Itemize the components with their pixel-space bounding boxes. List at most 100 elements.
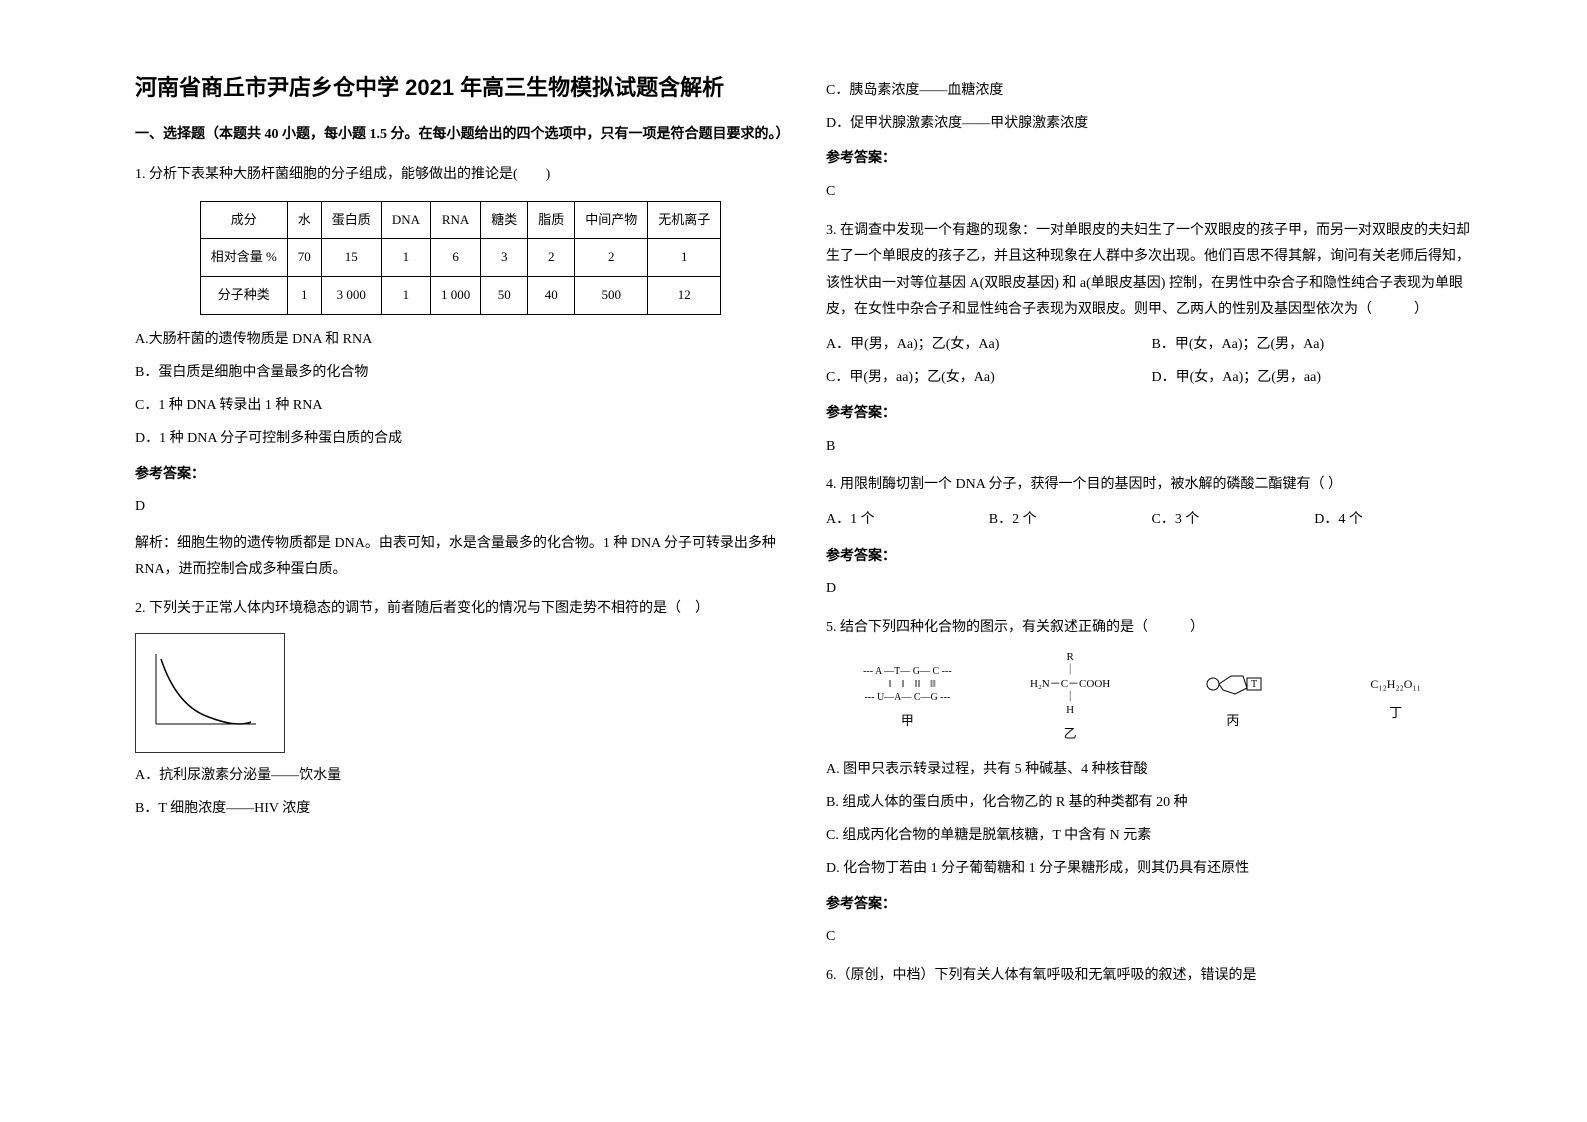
diagram-label-jia: 甲 [826, 709, 989, 734]
diagram-label-ding: 丁 [1314, 701, 1477, 726]
table-cell: 2 [575, 239, 648, 277]
diagram-bing: T 丙 [1152, 664, 1315, 734]
q1-option-a: A.大肠杆菌的遗传物质是 DNA 和 RNA [135, 327, 786, 352]
q3-option-c: C．甲(男，aa)；乙(女，Aa) [826, 365, 1152, 392]
table-cell: 15 [321, 239, 381, 277]
q2-answer: C [826, 179, 1477, 206]
q4-options-row: A．1 个 B．2 个 C．3 个 D．4 个 [826, 507, 1477, 534]
q1-option-c: C．1 种 DNA 转录出 1 种 RNA [135, 393, 786, 418]
q3-answer: B [826, 434, 1477, 461]
table-cell: 2 [528, 239, 575, 277]
table-cell: 1 [648, 239, 721, 277]
q3-options-row1: A．甲(男，Aa)；乙(女，Aa) B．甲(女，Aa)；乙(男，Aa) [826, 332, 1477, 359]
table-row: 成分 水 蛋白质 DNA RNA 糖类 脂质 中间产物 无机离子 [200, 201, 721, 239]
q6-text: 6.（原创，中档）下列有关人体有氧呼吸和无氧呼吸的叙述，错误的是 [826, 963, 1477, 990]
question-6: 6.（原创，中档）下列有关人体有氧呼吸和无氧呼吸的叙述，错误的是 [826, 963, 1477, 990]
curve-icon [146, 644, 266, 734]
nucleotide-icon: T [1203, 664, 1263, 704]
q5-option-c: C. 组成丙化合物的单糖是脱氧核糖，T 中含有 N 元素 [826, 823, 1477, 848]
table-cell: 50 [481, 277, 528, 315]
question-5: 5. 结合下列四种化合物的图示，有关叙述正确的是（ ） --- A —T— G—… [826, 615, 1477, 951]
q2-option-d: D．促甲状腺激素浓度――甲状腺激素浓度 [826, 111, 1477, 136]
q2-option-c: C．胰岛素浓度――血糖浓度 [826, 78, 1477, 103]
q4-option-d: D．4 个 [1314, 507, 1477, 534]
q1-explanation: 解析：细胞生物的遗传物质都是 DNA。由表可知，水是含量最多的化合物。1 种 D… [135, 531, 786, 584]
table-cell: 12 [648, 277, 721, 315]
dna-strand-1: --- A —T— G— C --- [826, 665, 989, 678]
q1-answer: D [135, 494, 786, 521]
diagram-jia: --- A —T— G— C --- ‖ ‖ ‖‖ ‖‖ --- U—A— C—… [826, 665, 989, 734]
q4-text: 4. 用限制酶切割一个 DNA 分子，获得一个目的基因时，被水解的磷酸二酯键有（… [826, 472, 1477, 499]
question-1: 1. 分析下表某种大肠杆菌细胞的分子组成，能够做出的推论是( ) 成分 水 蛋白… [135, 162, 786, 584]
diagram-label-yi: 乙 [989, 722, 1152, 747]
q1-table: 成分 水 蛋白质 DNA RNA 糖类 脂质 中间产物 无机离子 相对含量 % … [200, 201, 722, 315]
table-cell: 500 [575, 277, 648, 315]
table-cell: 1 000 [430, 277, 480, 315]
q3-option-b: B．甲(女，Aa)；乙(男，Aa) [1152, 332, 1478, 359]
q2-option-b: B．T 细胞浓度——HIV 浓度 [135, 796, 786, 821]
q5-option-b: B. 组成人体的蛋白质中，化合物乙的 R 基的种类都有 20 种 [826, 790, 1477, 815]
question-3: 3. 在调查中发现一个有趣的现象：一对单眼皮的夫妇生了一个双眼皮的孩子甲，而另一… [826, 218, 1477, 461]
section-header: 一、选择题（本题共 40 小题，每小题 1.5 分。在每小题给出的四个选项中，只… [135, 122, 786, 147]
answer-label: 参考答案： [135, 462, 786, 489]
table-cell: 1 [287, 277, 321, 315]
q2-chart [135, 633, 285, 753]
dna-bonds: ‖ ‖ ‖‖ ‖‖ [826, 678, 989, 691]
diagram-label-bing: 丙 [1152, 709, 1315, 734]
q4-option-a: A．1 个 [826, 507, 989, 534]
amino-bond-2: ｜ [989, 691, 1152, 704]
table-row: 分子种类 1 3 000 1 1 000 50 40 500 12 [200, 277, 721, 315]
table-cell: 成分 [200, 201, 287, 239]
q1-option-b: B．蛋白质是细胞中含量最多的化合物 [135, 360, 786, 385]
answer-label: 参考答案： [826, 892, 1477, 919]
page-title: 河南省商丘市尹店乡仓中学 2021 年高三生物模拟试题含解析 [135, 70, 786, 102]
table-cell: 40 [528, 277, 575, 315]
q5-diagrams: --- A —T— G— C --- ‖ ‖ ‖‖ ‖‖ --- U—A— C—… [826, 651, 1477, 747]
table-row: 相对含量 % 70 15 1 6 3 2 2 1 [200, 239, 721, 277]
table-cell: 1 [381, 277, 430, 315]
table-cell: 相对含量 % [200, 239, 287, 277]
svg-text:T: T [1251, 679, 1257, 690]
amino-formula: H₂N－C－COOH [989, 678, 1152, 691]
sugar-formula: C₁₂H₂₂O₁₁ [1314, 673, 1477, 696]
answer-label: 参考答案： [826, 146, 1477, 173]
q1-text: 1. 分析下表某种大肠杆菌细胞的分子组成，能够做出的推论是( ) [135, 162, 786, 189]
table-cell: 中间产物 [575, 201, 648, 239]
q3-option-d: D．甲(女，Aa)；乙(男，aa) [1152, 365, 1478, 392]
table-cell: 水 [287, 201, 321, 239]
q2-option-a: A．抗利尿激素分泌量――饮水量 [135, 763, 786, 788]
table-cell: RNA [430, 201, 480, 239]
amino-r: R [989, 651, 1152, 664]
table-cell: 脂质 [528, 201, 575, 239]
table-cell: DNA [381, 201, 430, 239]
q3-options-row2: C．甲(男，aa)；乙(女，Aa) D．甲(女，Aa)；乙(男，aa) [826, 365, 1477, 392]
q4-answer: D [826, 576, 1477, 603]
table-cell: 6 [430, 239, 480, 277]
table-cell: 70 [287, 239, 321, 277]
diagram-yi: R ｜ H₂N－C－COOH ｜ H 乙 [989, 651, 1152, 747]
table-cell: 3 000 [321, 277, 381, 315]
answer-label: 参考答案： [826, 401, 1477, 428]
diagram-ding: C₁₂H₂₂O₁₁ 丁 [1314, 673, 1477, 725]
q5-option-a: A. 图甲只表示转录过程，共有 5 种碱基、4 种核苷酸 [826, 757, 1477, 782]
q5-text: 5. 结合下列四种化合物的图示，有关叙述正确的是（ ） [826, 615, 1477, 642]
q2-text: 2. 下列关于正常人体内环境稳态的调节，前者随后者变化的情况与下图走势不相符的是… [135, 596, 786, 623]
table-cell: 蛋白质 [321, 201, 381, 239]
dna-strand-2: --- U—A— C—G --- [826, 691, 989, 704]
amino-h: H [989, 704, 1152, 717]
table-cell: 无机离子 [648, 201, 721, 239]
q1-option-d: D．1 种 DNA 分子可控制多种蛋白质的合成 [135, 426, 786, 451]
table-cell: 分子种类 [200, 277, 287, 315]
table-cell: 糖类 [481, 201, 528, 239]
question-2: 2. 下列关于正常人体内环境稳态的调节，前者随后者变化的情况与下图走势不相符的是… [135, 596, 786, 821]
table-cell: 1 [381, 239, 430, 277]
q4-option-c: C．3 个 [1152, 507, 1315, 534]
answer-label: 参考答案： [826, 544, 1477, 571]
q3-text: 3. 在调查中发现一个有趣的现象：一对单眼皮的夫妇生了一个双眼皮的孩子甲，而另一… [826, 218, 1477, 324]
q5-option-d: D. 化合物丁若由 1 分子葡萄糖和 1 分子果糖形成，则其仍具有还原性 [826, 856, 1477, 881]
question-2-cont: C．胰岛素浓度――血糖浓度 D．促甲状腺激素浓度――甲状腺激素浓度 参考答案： … [826, 78, 1477, 206]
amino-bond-1: ｜ [989, 664, 1152, 677]
q3-option-a: A．甲(男，Aa)；乙(女，Aa) [826, 332, 1152, 359]
table-cell: 3 [481, 239, 528, 277]
question-4: 4. 用限制酶切割一个 DNA 分子，获得一个目的基因时，被水解的磷酸二酯键有（… [826, 472, 1477, 602]
